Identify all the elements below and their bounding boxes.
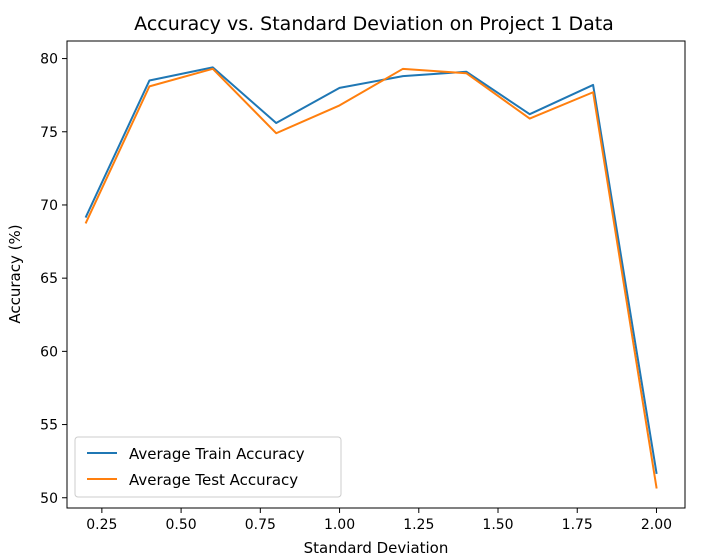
plot-area [67, 41, 685, 508]
x-axis-label: Standard Deviation [304, 539, 449, 557]
x-tick-label: 0.50 [166, 517, 197, 533]
x-tick-label: 1.25 [403, 517, 434, 533]
x-tick-label: 0.75 [245, 517, 276, 533]
series-line-train [84, 66, 658, 475]
y-tick-label: 60 [40, 344, 58, 360]
x-tick-label: 1.00 [324, 517, 355, 533]
y-tick-label: 75 [40, 125, 58, 141]
y-axis: 50 55 60 65 70 75 80 [40, 52, 67, 507]
x-tick-label: 2.00 [641, 517, 672, 533]
x-axis: 0.25 0.50 0.75 1.00 1.25 1.50 1.75 2.00 [86, 508, 672, 533]
series-layer [84, 66, 658, 489]
y-axis-label: Accuracy (%) [6, 224, 24, 323]
chart-title: Accuracy vs. Standard Deviation on Proje… [134, 13, 614, 35]
x-tick-label: 1.50 [482, 517, 513, 533]
legend-label-train: Average Train Accuracy [129, 445, 305, 463]
plot-frame [66, 40, 686, 509]
y-tick-label: 65 [40, 271, 58, 287]
x-tick-label: 0.25 [86, 517, 117, 533]
y-tick-label: 80 [40, 52, 58, 68]
y-tick-label: 70 [40, 198, 58, 214]
legend: Average Train Accuracy Average Test Accu… [74, 436, 342, 498]
x-tick-label: 1.75 [562, 517, 593, 533]
y-tick-label: 50 [40, 491, 58, 507]
legend-box [74, 436, 342, 498]
y-tick-label: 55 [40, 418, 58, 434]
legend-label-test: Average Test Accuracy [129, 471, 298, 489]
series-line-test [84, 67, 658, 489]
